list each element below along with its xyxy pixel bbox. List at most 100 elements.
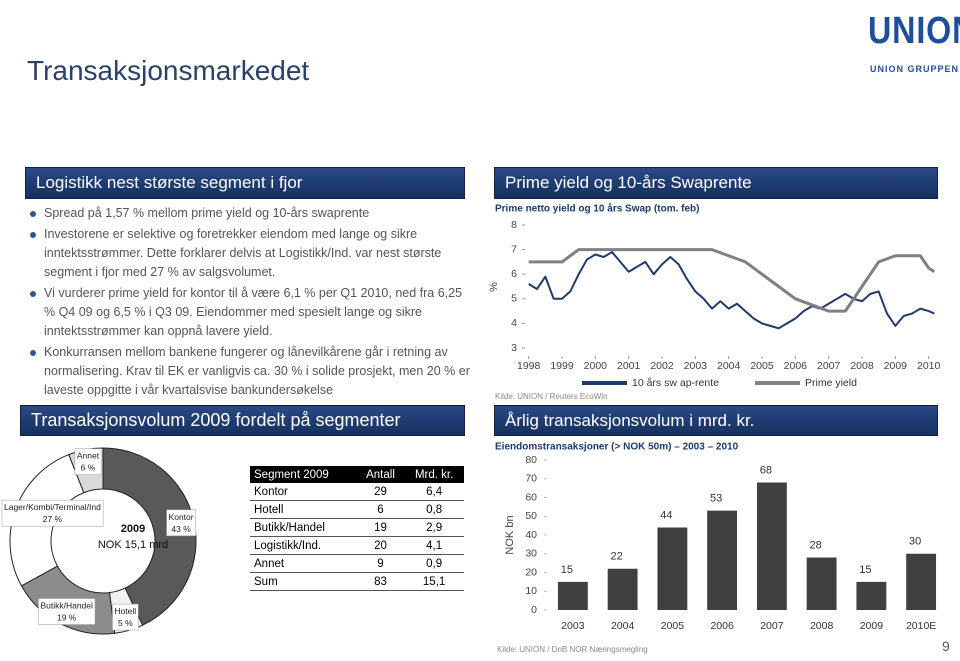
y-tick-label: 60 <box>525 491 537 503</box>
bar-value-label: 53 <box>710 493 722 505</box>
bullet: Investorene er selektive og foretrekker … <box>30 225 470 282</box>
table-cell: 4,1 <box>426 539 443 552</box>
x-tick-label: 2009 <box>884 360 908 372</box>
pie-value: 19 % <box>57 613 77 623</box>
pie-label-bg <box>38 598 96 625</box>
logo-sub: UNION GRUPPEN <box>870 64 960 74</box>
table-cell: 0,8 <box>426 503 443 516</box>
y-tick-label: 40 <box>525 529 537 541</box>
bar <box>756 482 787 610</box>
x-tick-label: 2003 <box>684 360 708 372</box>
pie-category: Lager/Kombi/Terminal/Ind <box>4 502 101 512</box>
bar <box>557 581 588 610</box>
pie-value: 5 % <box>118 618 133 628</box>
y-tick-label: 30 <box>525 548 537 560</box>
pie-slice <box>102 447 197 626</box>
bar <box>707 510 738 610</box>
x-tick-label: 2010E <box>906 620 936 632</box>
section-heading: Transaksjonsvolum 2009 fordelt på segmen… <box>20 405 465 436</box>
table-header-cell: Mrd. kr. <box>414 468 454 481</box>
section-heading: Årlig transaksjonsvolum i mrd. kr. <box>494 405 938 436</box>
x-tick-label: 2006 <box>710 620 734 632</box>
x-tick-label: 2003 <box>561 620 585 632</box>
section-heading: Prime yield og 10-års Swaprente <box>494 167 938 199</box>
y-tick-label: 50 <box>525 510 537 522</box>
pie-label-bg <box>112 603 139 631</box>
pie-value: 27 % <box>43 514 63 524</box>
pie-label: Lager/Kombi/Terminal/Ind 27 % <box>1 499 104 527</box>
bar <box>856 581 887 610</box>
table-cell: 2,9 <box>426 521 443 534</box>
table-cell: 19 <box>374 521 387 534</box>
pie-label: Kontor 43 % <box>166 509 197 537</box>
bar-value-label: 30 <box>909 536 921 548</box>
pie-category: Hotell <box>114 606 136 616</box>
y-tick-label: 5 <box>511 293 517 305</box>
x-tick-label: 1998 <box>517 360 541 372</box>
table-row: Kontor 29 6,4 <box>250 483 464 501</box>
chart-source: Kilde: UNION / Reuters EcoWin <box>495 392 607 401</box>
chart-source: Kilde: UNION / DnB NOR Næringsmegling <box>497 645 648 654</box>
y-tick-label: 4 <box>511 317 517 329</box>
table: Segment 2009 Antall Mrd. kr. Kontor 29 6,4 Hot… <box>250 466 464 591</box>
x-tick-label: 2000 <box>584 360 608 372</box>
pie-center-label: 2009 <box>121 523 145 535</box>
line-series <box>528 251 935 330</box>
line-series <box>528 248 936 313</box>
legend-label: Prime yield <box>805 377 857 389</box>
table-header-cell: Antall <box>366 468 395 481</box>
bar <box>607 568 638 610</box>
table-row: Butikk/Handel 19 2,9 <box>250 519 464 537</box>
table-cell: 9 <box>377 557 384 570</box>
logo: UNION <box>868 10 960 52</box>
table-cell: Kontor <box>254 485 288 498</box>
pie-label-bg <box>74 448 103 475</box>
pie-label-bg <box>1 499 104 527</box>
y-tick-label: 8 <box>511 219 517 231</box>
pie-center-label: NOK 15,1 mrd <box>98 539 168 551</box>
bullet: Konkurransen mellom bankene fungerer og … <box>30 343 470 400</box>
pie-value: 6 % <box>81 463 96 473</box>
table-cell: Hotell <box>254 503 284 516</box>
x-tick-label: 2007 <box>817 360 841 372</box>
y-axis-label: % <box>488 282 500 292</box>
y-tick-label: 70 <box>525 473 537 485</box>
table-cell: Sum <box>254 575 278 588</box>
x-tick-label: 2004 <box>611 620 635 632</box>
table-row: Logistikk/Ind. 20 4,1 <box>250 537 464 555</box>
x-tick-label: 2004 <box>717 360 741 372</box>
chart-subtitle: Eiendomstransaksjoner (> NOK 50m) – 2003… <box>495 442 739 453</box>
table-header-cell: Segment 2009 <box>254 468 329 481</box>
pie-value: 43 % <box>171 524 191 534</box>
y-tick-label: 6 <box>511 268 517 280</box>
pie-label-bg <box>166 509 197 537</box>
bar-value-label: 15 <box>859 564 871 576</box>
table-row: Hotell 6 0,8 <box>250 501 464 519</box>
x-tick-label: 2001 <box>617 360 641 372</box>
legend-label: 10 års sw ap-rente <box>632 377 719 389</box>
pie-category: Annet <box>77 451 100 461</box>
bar <box>657 527 688 610</box>
table-cell: Annet <box>254 557 285 570</box>
table-cell: 0,9 <box>426 557 443 570</box>
bar-value-label: 44 <box>660 509 672 521</box>
y-tick-label: 10 <box>525 585 537 597</box>
bar <box>806 557 837 610</box>
bullet: Vi vurderer prime yield for kontor til å… <box>30 284 470 341</box>
bar-value-label: 68 <box>760 464 772 476</box>
table-cell: 29 <box>374 485 387 498</box>
table-cell: 15,1 <box>422 575 446 588</box>
table-header: Segment 2009 Antall Mrd. kr. <box>250 466 464 483</box>
bar-value-label: 15 <box>561 564 573 576</box>
page-title: Transaksjonsmarkedet <box>27 55 310 86</box>
x-tick-label: 1999 <box>550 360 574 372</box>
x-tick-label: 2005 <box>750 360 774 372</box>
table-cell: 20 <box>374 539 387 552</box>
y-tick-label: 80 <box>525 454 537 466</box>
bar <box>906 553 937 610</box>
page-number: 9 <box>942 638 950 654</box>
x-tick-label: 2005 <box>661 620 685 632</box>
y-tick-label: 3 <box>511 342 517 354</box>
